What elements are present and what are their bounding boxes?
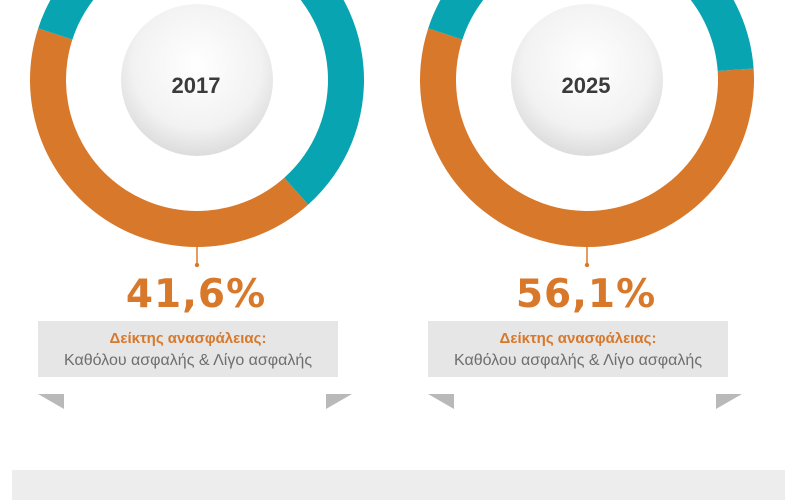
bottom-panel [12, 470, 785, 500]
donut-center [121, 4, 273, 156]
banner-fold-left [428, 394, 454, 409]
caption-banner-2025: Δείκτης ανασφάλειας: Καθόλου ασφαλής & Λ… [428, 321, 728, 377]
caption-text: Καθόλου ασφαλής & Λίγο ασφαλής [63, 352, 313, 369]
year-label-2025: 2025 [561, 73, 611, 98]
caption-banner-2017: Δείκτης ανασφάλειας: Καθόλου ασφαλής & Λ… [38, 321, 338, 377]
slice-insecure [30, 28, 309, 248]
value-label-2017: 41,6% [125, 272, 267, 317]
year-label-2017: 2017 [171, 73, 221, 98]
caption-title: Δείκτης ανασφάλειας: [109, 330, 267, 347]
donut-center [511, 4, 663, 156]
banner-fold-right [326, 394, 352, 409]
pointer-dot [194, 262, 200, 268]
donut-2017 [30, 0, 364, 268]
banner-fold-left [38, 394, 64, 409]
caption-title: Δείκτης ανασφάλειας: [499, 330, 657, 347]
caption-text: Καθόλου ασφαλής & Λίγο ασφαλής [453, 352, 703, 369]
banner-fold-right [716, 394, 742, 409]
slice-other [38, 0, 364, 205]
slice-other [428, 0, 754, 71]
donut-2025 [420, 0, 754, 268]
pointer-dot [584, 262, 590, 268]
value-label-2025: 56,1% [515, 272, 657, 317]
slice-insecure [420, 28, 754, 247]
